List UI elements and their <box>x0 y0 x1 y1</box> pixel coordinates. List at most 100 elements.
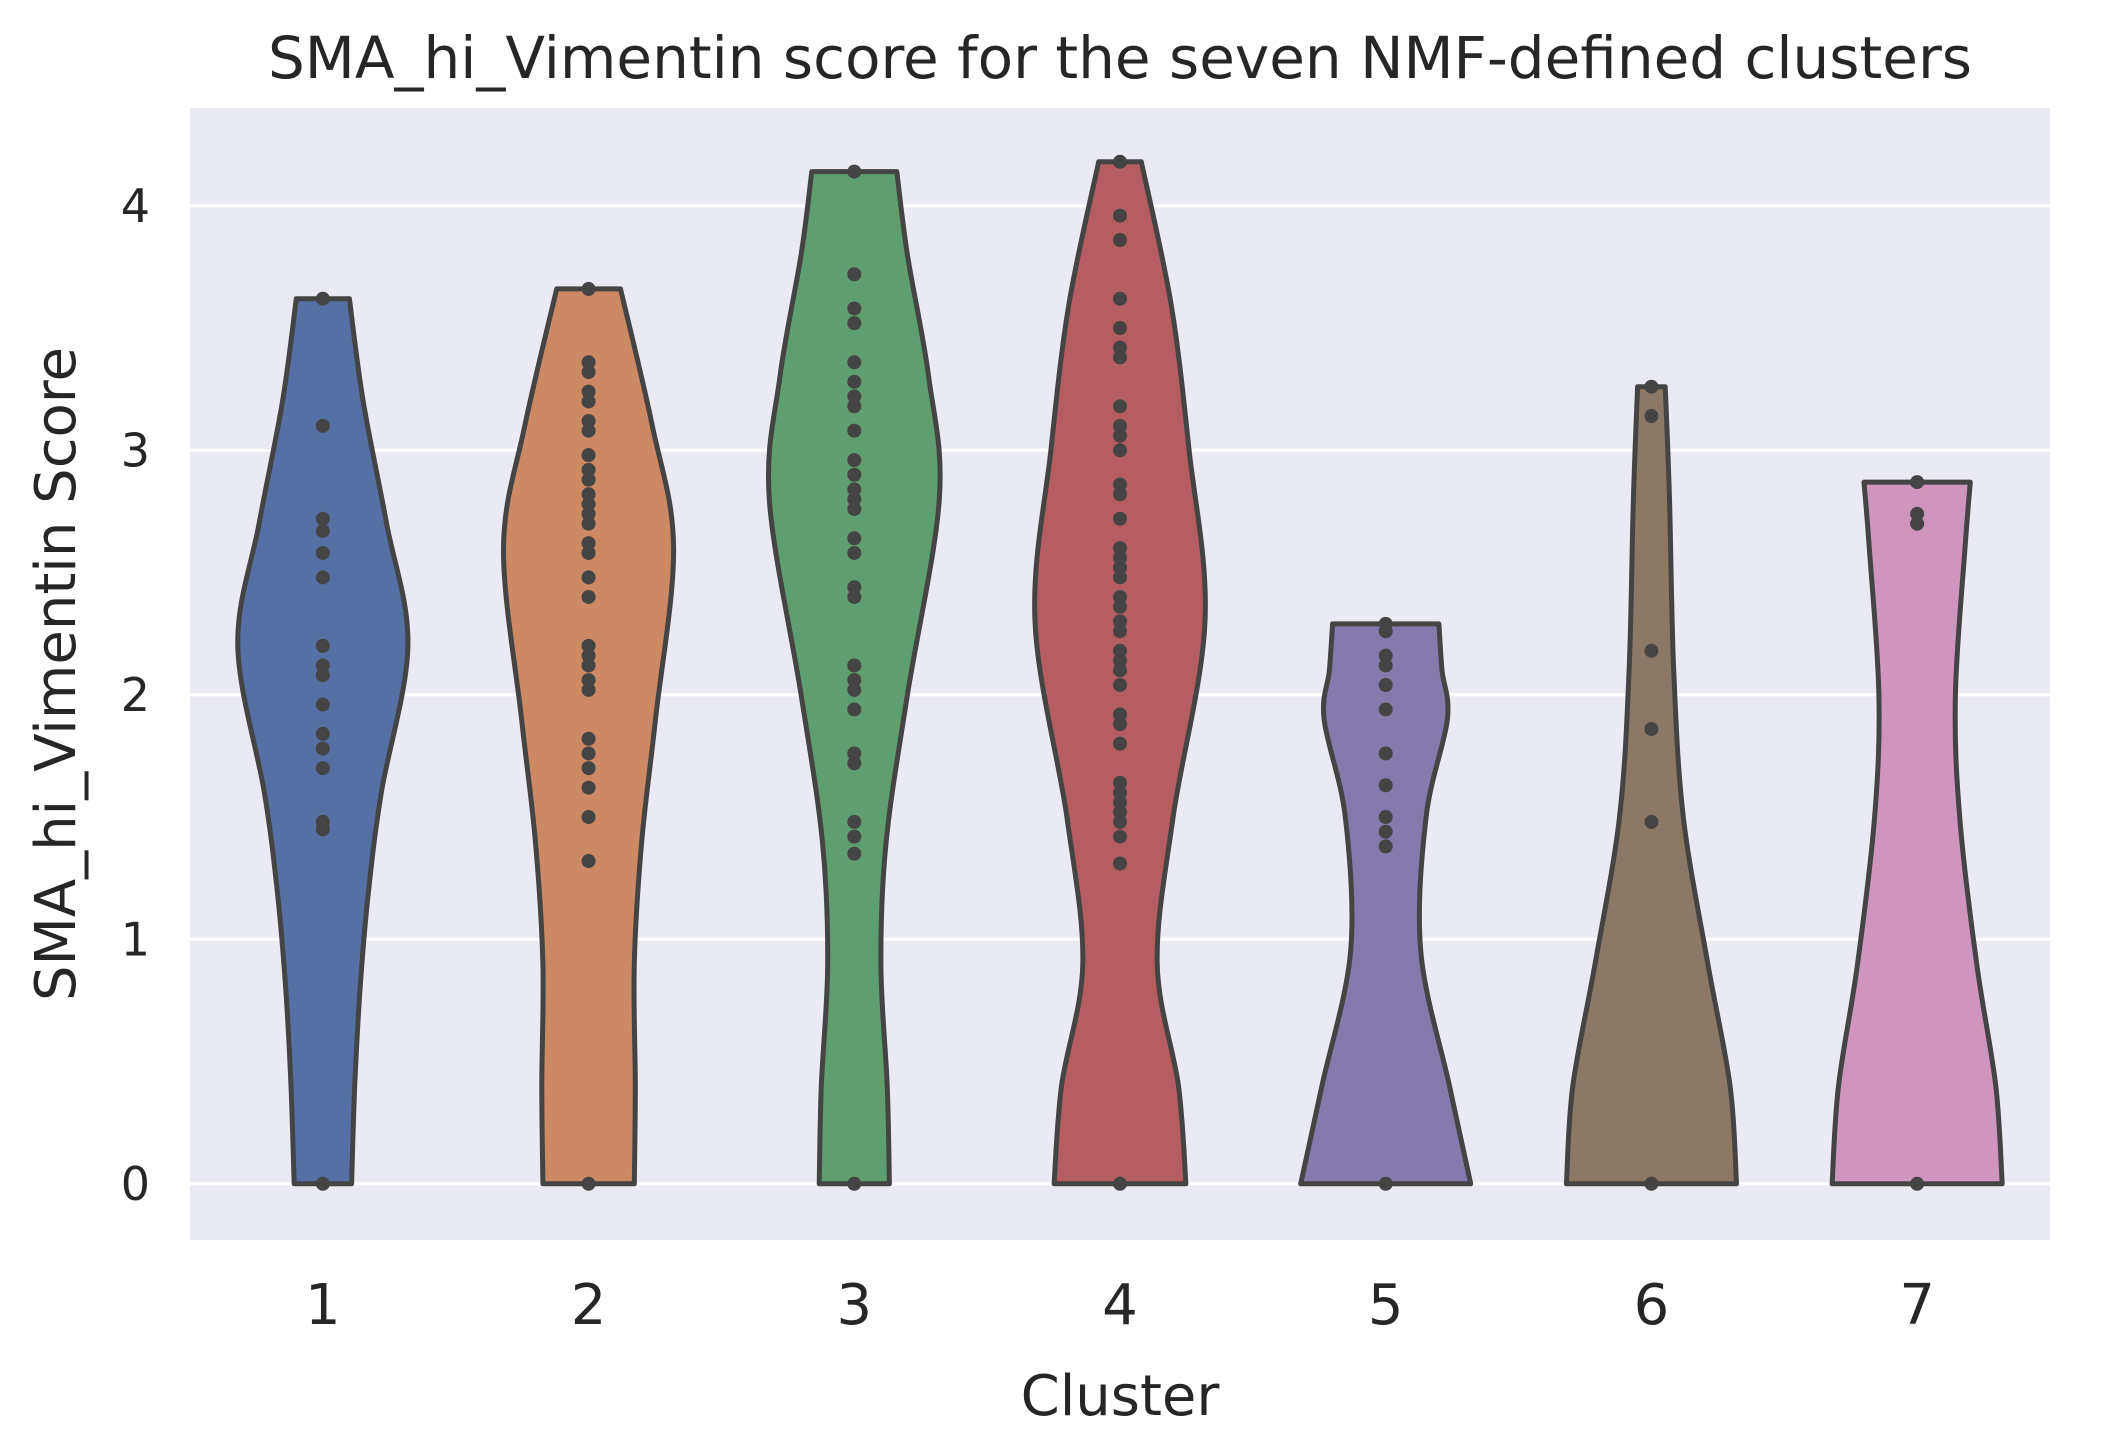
data-point-cluster-2 <box>581 497 596 512</box>
data-point-cluster-4 <box>1113 350 1127 365</box>
data-point-cluster-3 <box>847 399 862 414</box>
violin-cluster-5 <box>1298 621 1474 1187</box>
data-point-cluster-6 <box>1644 409 1659 424</box>
data-point-cluster-2 <box>581 780 596 795</box>
data-point-cluster-4 <box>1113 487 1127 502</box>
data-point-cluster-2 <box>581 589 596 604</box>
data-point-cluster-4 <box>1113 321 1127 336</box>
data-point-cluster-4 <box>1113 643 1127 658</box>
data-point-cluster-4 <box>1113 785 1127 800</box>
data-point-cluster-7 <box>1910 516 1925 531</box>
data-point-cluster-1 <box>315 1176 330 1191</box>
violin-cluster-7 <box>1829 479 2005 1187</box>
data-point-cluster-4 <box>1113 775 1127 790</box>
data-point-cluster-3 <box>847 702 862 717</box>
data-point-cluster-3 <box>847 316 862 331</box>
data-point-cluster-2 <box>581 423 596 438</box>
y-tick-labels: 0 1 2 3 4 <box>121 179 150 1211</box>
data-point-cluster-4 <box>1113 477 1127 492</box>
data-point-cluster-1 <box>315 697 330 712</box>
data-point-cluster-3 <box>847 301 862 316</box>
data-point-cluster-4 <box>1113 829 1127 844</box>
data-point-cluster-3 <box>847 814 862 829</box>
data-point-cluster-3 <box>847 580 862 595</box>
data-point-cluster-1 <box>315 658 330 673</box>
data-point-cluster-3 <box>847 164 862 179</box>
data-point-cluster-4 <box>1113 805 1127 820</box>
data-point-cluster-1 <box>315 726 330 741</box>
data-point-cluster-6 <box>1644 722 1659 737</box>
x-tick-label-7: 7 <box>1899 1273 1935 1338</box>
data-point-cluster-4 <box>1113 399 1127 414</box>
data-point-cluster-3 <box>847 355 862 370</box>
data-point-cluster-2 <box>581 810 596 825</box>
data-point-cluster-4 <box>1113 511 1127 526</box>
data-point-cluster-2 <box>581 281 596 296</box>
data-point-cluster-5 <box>1378 678 1393 693</box>
data-point-cluster-4 <box>1113 736 1127 751</box>
data-point-cluster-4 <box>1113 233 1127 248</box>
data-point-cluster-2 <box>581 472 596 487</box>
x-tick-label-2: 2 <box>571 1273 607 1338</box>
data-point-cluster-1 <box>315 638 330 653</box>
data-point-cluster-2 <box>581 448 596 463</box>
data-point-cluster-2 <box>581 365 596 380</box>
data-point-cluster-1 <box>315 761 330 776</box>
data-point-cluster-1 <box>315 668 330 683</box>
data-point-cluster-4 <box>1113 154 1127 169</box>
data-point-cluster-7 <box>1910 1176 1925 1191</box>
y-tick-label: 1 <box>121 912 150 966</box>
data-point-cluster-5 <box>1378 746 1393 761</box>
data-point-cluster-6 <box>1644 379 1659 394</box>
data-point-cluster-6 <box>1644 643 1659 658</box>
data-point-cluster-3 <box>847 846 862 861</box>
data-point-cluster-4 <box>1113 550 1127 565</box>
data-point-cluster-5 <box>1378 658 1393 673</box>
data-point-cluster-5 <box>1378 648 1393 663</box>
data-point-cluster-4 <box>1113 599 1127 614</box>
data-point-cluster-5 <box>1378 702 1393 717</box>
data-point-cluster-3 <box>847 829 862 844</box>
data-point-cluster-4 <box>1113 663 1127 678</box>
data-point-cluster-3 <box>847 673 862 688</box>
data-point-cluster-1 <box>315 741 330 756</box>
data-point-cluster-3 <box>847 589 862 604</box>
data-point-cluster-3 <box>847 682 862 697</box>
data-point-cluster-1 <box>315 523 330 538</box>
data-points <box>315 154 1925 1191</box>
data-point-cluster-4 <box>1113 678 1127 693</box>
data-point-cluster-4 <box>1113 570 1127 585</box>
data-point-cluster-3 <box>847 267 862 282</box>
data-point-cluster-5 <box>1378 839 1393 854</box>
data-point-cluster-4 <box>1113 340 1127 355</box>
data-point-cluster-3 <box>847 545 862 560</box>
y-axis-label: SMA_hi_Vimentin Score <box>24 347 89 1001</box>
data-point-cluster-4 <box>1113 541 1127 556</box>
data-point-cluster-6 <box>1644 814 1659 829</box>
data-point-cluster-5 <box>1378 778 1393 793</box>
data-point-cluster-2 <box>581 384 596 399</box>
data-point-cluster-1 <box>315 570 330 585</box>
data-point-cluster-2 <box>581 536 596 551</box>
data-point-cluster-3 <box>847 746 862 761</box>
data-point-cluster-1 <box>315 511 330 526</box>
data-point-cluster-4 <box>1113 614 1127 629</box>
data-point-cluster-3 <box>847 501 862 516</box>
violin-cluster-6 <box>1563 384 1739 1187</box>
x-tick-label-4: 4 <box>1102 1273 1138 1338</box>
data-point-cluster-4 <box>1113 560 1127 575</box>
data-point-cluster-5 <box>1378 616 1393 631</box>
data-point-cluster-2 <box>581 516 596 531</box>
x-tick-label-5: 5 <box>1368 1273 1404 1338</box>
data-point-cluster-2 <box>581 506 596 521</box>
data-point-cluster-4 <box>1113 653 1127 668</box>
data-point-cluster-2 <box>581 355 596 370</box>
data-point-cluster-3 <box>847 467 862 482</box>
data-point-cluster-2 <box>581 570 596 585</box>
data-point-cluster-4 <box>1113 589 1127 604</box>
data-point-cluster-2 <box>581 658 596 673</box>
x-tick-labels: 1 2 3 4 5 6 7 <box>305 1273 1935 1338</box>
data-point-cluster-2 <box>581 1176 596 1191</box>
violin-cluster-1 <box>235 296 411 1187</box>
